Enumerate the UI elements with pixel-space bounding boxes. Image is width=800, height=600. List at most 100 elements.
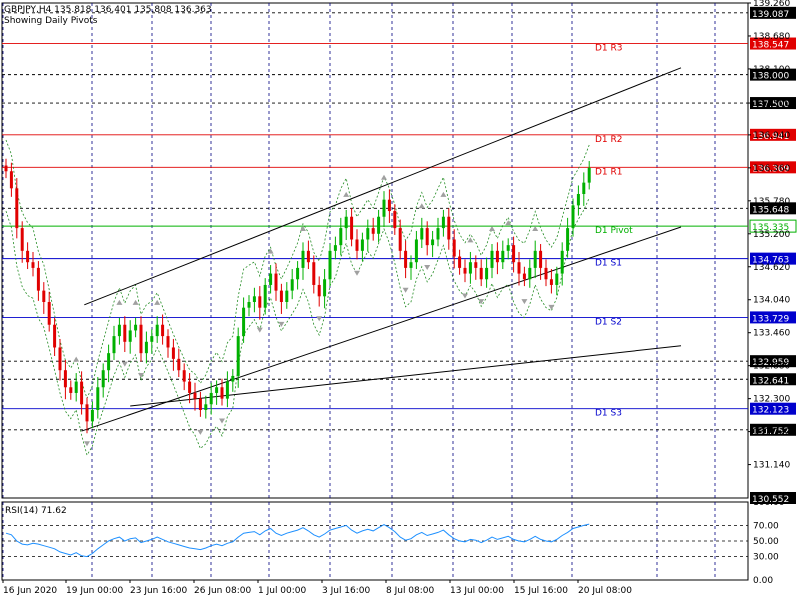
time-axis-label: 1 Jul 00:00 <box>258 586 307 596</box>
fractal-down-marker <box>138 373 144 379</box>
candle-body <box>269 273 273 285</box>
candle-body <box>42 290 46 303</box>
candle-body <box>36 267 40 291</box>
candle-body <box>96 387 100 411</box>
candle-body <box>258 296 262 308</box>
candle-body <box>404 250 408 268</box>
price-axis-label: 138.100 <box>753 65 790 75</box>
candle-body <box>479 267 483 280</box>
candle-body <box>31 262 35 268</box>
candle-body <box>112 336 116 354</box>
candle-body <box>468 262 472 274</box>
candle-body <box>101 370 105 388</box>
price-axis-label: 134.620 <box>753 263 790 273</box>
candle-body <box>533 250 537 268</box>
chart-symbol-line: GBPJPY,H4 135.818 136.401 135.808 136.36… <box>4 5 212 15</box>
price-axis-label: 138.680 <box>753 32 790 42</box>
candle-body <box>123 324 127 342</box>
price-label-box <box>750 355 796 368</box>
candle-body <box>425 228 429 246</box>
candle-body <box>161 324 165 337</box>
candle-body <box>301 250 305 268</box>
candle-body <box>26 250 30 263</box>
candle-body <box>539 250 543 268</box>
candle-body <box>474 262 478 268</box>
candle-body <box>47 302 51 325</box>
candle-body <box>69 387 73 393</box>
fractal-up-marker <box>73 356 80 362</box>
price-axis-label: 136.940 <box>753 131 790 141</box>
candle-body <box>344 216 348 229</box>
price-label-text: 131.752 <box>752 427 789 437</box>
candle-body <box>506 245 510 251</box>
rsi-axis-label: 50.00 <box>753 537 779 547</box>
candle-body <box>382 199 386 217</box>
candle-body <box>63 370 67 388</box>
candle-body <box>177 358 181 371</box>
fractal-down-marker <box>197 429 204 435</box>
candle-body <box>117 324 121 337</box>
candle-body <box>144 341 148 354</box>
pivot-level-label: D1 Pivot <box>595 226 633 236</box>
price-label-box <box>750 373 796 386</box>
fractal-up-marker <box>132 299 139 305</box>
price-label-box <box>750 68 796 81</box>
candle-body <box>279 290 283 303</box>
time-axis-label: 13 Jul 00:00 <box>450 586 504 596</box>
fractal-up-marker <box>116 299 123 305</box>
price-label-box <box>750 161 796 174</box>
price-envelope <box>5 139 590 457</box>
price-label-text: 133.729 <box>752 314 789 324</box>
candle-body <box>209 392 213 405</box>
price-label-text: 132.641 <box>752 376 789 386</box>
candle-body <box>242 307 246 337</box>
price-axis-label: 134.040 <box>753 296 790 306</box>
time-axis-label: 20 Jul 08:00 <box>578 586 632 596</box>
candle-body <box>420 228 424 240</box>
candle-body <box>398 228 402 251</box>
pivot-level-label: D1 R1 <box>595 167 623 177</box>
candle-body <box>188 381 192 393</box>
pivot-level-label: D1 S3 <box>595 409 622 419</box>
price-label-text: 132.123 <box>752 406 789 416</box>
price-label-box <box>750 128 796 141</box>
price-label-text: 134.763 <box>752 256 789 266</box>
candle-body <box>225 381 229 399</box>
rsi-axis-label: 70.00 <box>753 521 779 531</box>
candle-body <box>134 324 138 331</box>
candle-body <box>495 250 499 263</box>
candle-body <box>528 267 532 280</box>
time-axis-label: 16 Jun 2020 <box>3 586 57 596</box>
candle-body <box>220 387 224 399</box>
fractal-down-marker <box>548 304 555 310</box>
candle-body <box>549 279 553 285</box>
price-axis-label: 139.260 <box>753 0 790 9</box>
price-axis-label: 133.460 <box>753 329 790 339</box>
price-label-box <box>750 202 796 215</box>
price-label-box <box>750 37 796 50</box>
candle-body <box>215 387 219 393</box>
candle-body <box>247 302 251 308</box>
time-axis-label: 23 Jun 16:00 <box>130 586 187 596</box>
candle-body <box>447 216 451 240</box>
price-axis-label: 135.200 <box>753 230 790 240</box>
price-label-box <box>750 252 796 265</box>
candle-body <box>414 239 418 263</box>
price-label-box <box>750 6 796 19</box>
fractal-down-marker <box>478 299 485 305</box>
candle-body <box>231 375 235 382</box>
fractal-up-marker <box>300 225 306 231</box>
fractal-up-marker <box>440 191 447 197</box>
envelope-upper <box>5 139 590 400</box>
pivot-level-label: D1 S2 <box>595 317 622 327</box>
candle-body <box>566 228 570 251</box>
fractal-down-marker <box>424 265 431 271</box>
rsi-axis-label: 0.00 <box>753 576 773 586</box>
fractal-down-marker <box>354 270 360 276</box>
price-axis-label: 137.500 <box>753 99 790 109</box>
trendline <box>84 67 682 306</box>
candle-body <box>576 193 580 206</box>
price-axis-label: 131.720 <box>753 428 790 438</box>
time-axis-label: 26 Jun 08:00 <box>194 586 251 596</box>
candle-body <box>107 353 111 371</box>
